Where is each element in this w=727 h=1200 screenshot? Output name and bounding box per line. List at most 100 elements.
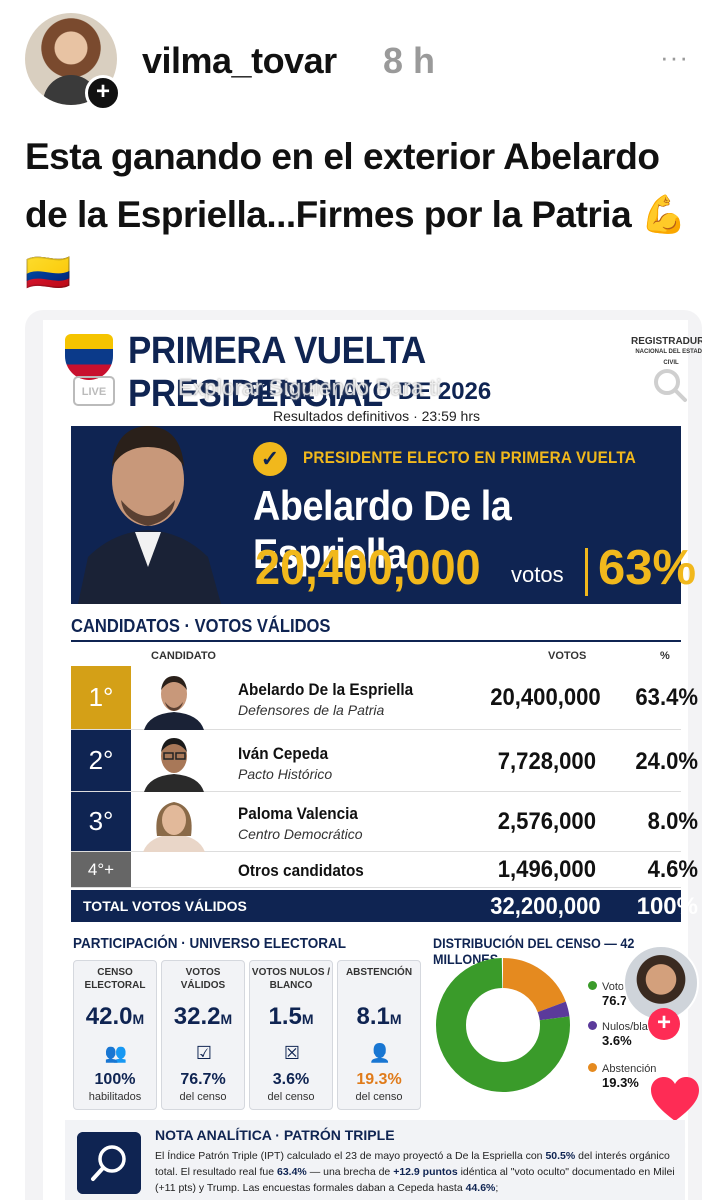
legend-item: Abstención 19.3% <box>588 1062 656 1090</box>
legend-item: Nulos/bla 3.6% <box>588 1020 648 1048</box>
table-row: 3° Paloma Valencia Centro Democrático 2,… <box>71 792 698 852</box>
divider <box>71 640 681 642</box>
candidate-votes: 2,576,000 <box>497 808 596 835</box>
rank-badge: 3° <box>71 792 131 851</box>
legend-dot <box>588 981 597 990</box>
candidate-name: Otros candidatos <box>238 861 364 880</box>
candidates-header: CANDIDATOS · VOTOS VÁLIDOS <box>71 616 331 636</box>
stat-card: VOTOS NULOS / BLANCO 1.5M ☒ 3.6% del cen… <box>249 960 333 1110</box>
rank-badge: 2° <box>71 730 131 791</box>
stat-pct: 76.7% <box>180 1071 226 1088</box>
results-subtitle: Resultados definitivos · 23:59 hrs <box>273 408 480 424</box>
follow-plus-icon[interactable]: + <box>85 75 121 111</box>
analytic-note <box>65 1120 685 1200</box>
stat-sub: habilitados <box>88 1091 142 1103</box>
stat-label: VOTOS NULOS / BLANCO <box>251 967 331 991</box>
live-icon[interactable]: LIVE <box>73 376 115 406</box>
stat-value: 32.2M <box>173 1003 233 1030</box>
donut-slice-abstenci-n <box>436 958 570 1092</box>
winner-votes: 20,400,000 <box>255 541 481 595</box>
winner-name: Abelardo De la Espriella <box>253 482 512 577</box>
username[interactable]: vilma_tovar <box>142 40 337 81</box>
stat-pct: 19.3% <box>356 1071 402 1088</box>
candidate-pct: 63.4% <box>635 684 698 711</box>
stat-label: VOTOS VÁLIDOS <box>180 967 226 991</box>
post-text: Esta ganando en el exterior Abelardo de … <box>25 136 687 293</box>
stat-pct: 100% <box>94 1071 136 1088</box>
column-header-candidate: CANDIDATO <box>151 650 216 662</box>
infographic: PRIMERA VUELTA PRESIDENCIAL REGISTRADURÍ… <box>43 320 702 1200</box>
tiktok-follow-plus-icon[interactable]: + <box>648 1008 680 1040</box>
column-header-votes: VOTOS <box>548 650 587 662</box>
magnifier-icon <box>77 1132 141 1194</box>
candidate-name: Abelardo De la Espriella <box>238 680 414 699</box>
table-row: 4°+ Otros candidatos 1,496,000 4.6% <box>71 852 698 888</box>
rank-badge: 4°+ <box>71 852 131 887</box>
post-image[interactable]: PRIMERA VUELTA PRESIDENCIAL REGISTRADURÍ… <box>25 310 702 1200</box>
candidate-votes: 20,400,000 <box>490 684 601 711</box>
legend-dot <box>588 1021 597 1030</box>
census-donut-chart <box>436 958 570 1092</box>
winner-votes-label: votos <box>511 562 564 587</box>
legend-dot <box>588 1063 597 1072</box>
candidate-name: Paloma Valencia <box>238 804 358 823</box>
column-header-pct: % <box>660 650 670 662</box>
candidate-party: Centro Democrático <box>238 826 363 842</box>
note-title: NOTA ANALÍTICA · PATRÓN TRIPLE <box>155 1127 395 1143</box>
legend-item: Votos 76.7 <box>588 980 630 1008</box>
candidate-party: Defensores de la Patria <box>238 702 385 718</box>
check-icon: ✓ <box>253 442 287 476</box>
candidate-votes: 1,496,000 <box>497 856 596 883</box>
winner-status: PRESIDENTE ELECTO EN PRIMERA VUELTA <box>303 448 637 467</box>
stat-sub: del censo <box>179 1091 227 1103</box>
candidate-photo <box>144 738 204 792</box>
infographic-title: PRIMERA VUELTA PRESIDENCIAL <box>128 330 425 415</box>
total-pct: 100% <box>636 893 698 920</box>
stat-label: ABSTENCIÓN <box>345 967 413 978</box>
registraduria-sub: NACIONAL DEL ESTADO CIVIL <box>635 349 702 366</box>
stat-card: VOTOS VÁLIDOS 32.2M ☑ 76.7% del censo <box>161 960 245 1110</box>
participation-header: PARTICIPACIÓN · UNIVERSO ELECTORAL <box>73 935 347 952</box>
election-date: 31 DE MAYO DE 2026 <box>248 378 492 405</box>
donut-slice-votos <box>436 958 570 1092</box>
search-icon[interactable] <box>651 366 689 404</box>
stat-sub: del censo <box>267 1091 315 1103</box>
stat-pct: 3.6% <box>272 1071 310 1088</box>
winner-portrait <box>78 426 221 604</box>
total-label: TOTAL VOTOS VÁLIDOS <box>83 898 247 914</box>
note-body: El Índice Patrón Triple (IPT) calculado … <box>155 1150 675 1194</box>
colombia-crest-icon <box>65 334 113 380</box>
heart-icon[interactable] <box>649 1075 701 1123</box>
stat-value: 42.0M <box>85 1003 145 1030</box>
stat-sub: del censo <box>355 1091 403 1103</box>
tiktok-overlay-tabs[interactable]: Explorar Siguiendo Para ti <box>178 375 442 400</box>
divider <box>585 548 588 596</box>
candidate-photo <box>143 802 205 852</box>
winner-percentage: 63% <box>598 541 697 595</box>
stat-card: CENSO ELECTORAL 42.0M 👥 100% habilitados <box>73 960 157 1110</box>
post-time: 8 h <box>383 40 436 81</box>
total-votes: 32,200,000 <box>490 893 601 920</box>
people-icon: 👥 <box>104 1043 128 1063</box>
stat-value: 8.1M <box>356 1003 402 1030</box>
table-row: 2° Iván Cepeda Pacto Histórico 7,728,000… <box>71 730 698 792</box>
x-box-icon: ☒ <box>283 1043 301 1063</box>
candidate-pct: 4.6% <box>647 856 698 883</box>
stat-card: ABSTENCIÓN 8.1M 👤 19.3% del censo <box>337 960 421 1110</box>
candidate-pct: 8.0% <box>647 808 698 835</box>
candidate-name: Iván Cepeda <box>238 744 329 763</box>
candidate-votes: 7,728,000 <box>497 748 596 775</box>
candidate-pct: 24.0% <box>635 748 698 775</box>
more-options-icon[interactable]: ··· <box>660 42 689 72</box>
stat-value: 1.5M <box>268 1003 314 1030</box>
registraduria-name: REGISTRADURÍA <box>631 336 702 347</box>
checkbox-icon: ☑ <box>195 1043 213 1063</box>
candidate-photo <box>144 676 204 730</box>
registraduria-logo: REGISTRADURÍA NACIONAL DEL ESTADO CIVIL <box>631 336 702 369</box>
table-row: 1° Abelardo De la Espriella Defensores d… <box>71 666 698 730</box>
rank-badge: 1° <box>71 666 131 729</box>
person-icon: 👤 <box>368 1043 392 1063</box>
total-row: TOTAL VOTOS VÁLIDOS 32,200,000 100% <box>71 890 698 922</box>
candidate-party: Pacto Histórico <box>238 766 333 782</box>
stat-label: CENSO ELECTORAL <box>84 967 146 991</box>
